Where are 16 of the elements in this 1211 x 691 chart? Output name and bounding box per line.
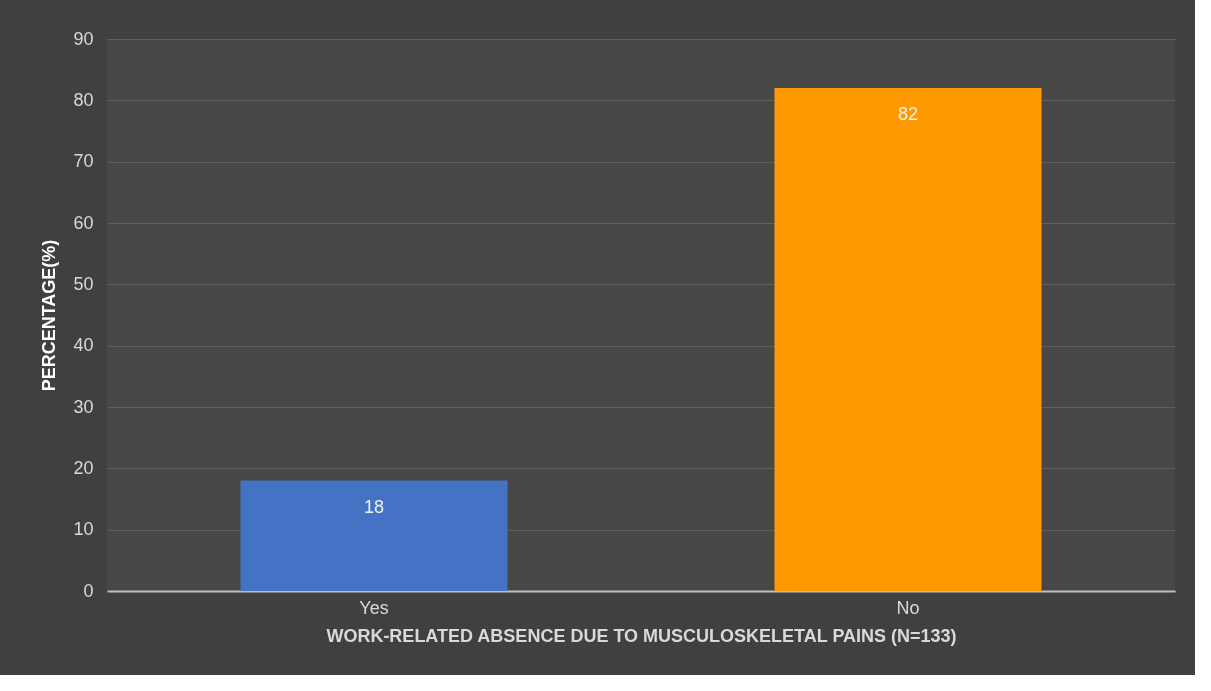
x-tick-label: No [896,597,920,618]
data-label: 82 [897,104,919,125]
data-label: 18 [363,496,385,517]
y-tick-label: 40 [73,335,94,356]
y-tick-label: 0 [83,580,94,601]
y-tick-label: 10 [73,519,94,540]
y-tick-label: 70 [73,151,94,172]
y-tick-label: 60 [73,212,94,233]
x-tick-label: Yes [359,597,389,618]
x-axis-title: WORK-RELATED ABSENCE DUE TO MUSCULOSKELETAL PAINS (N=133) [326,625,957,646]
y-tick-label: 80 [73,89,94,110]
y-tick-label: 90 [73,28,94,49]
y-tick-label: 50 [73,273,94,294]
y-tick-label: 20 [73,457,94,478]
y-axis-title: PERCENTAGE(%) [39,239,60,392]
y-tick-label: 30 [73,396,94,417]
